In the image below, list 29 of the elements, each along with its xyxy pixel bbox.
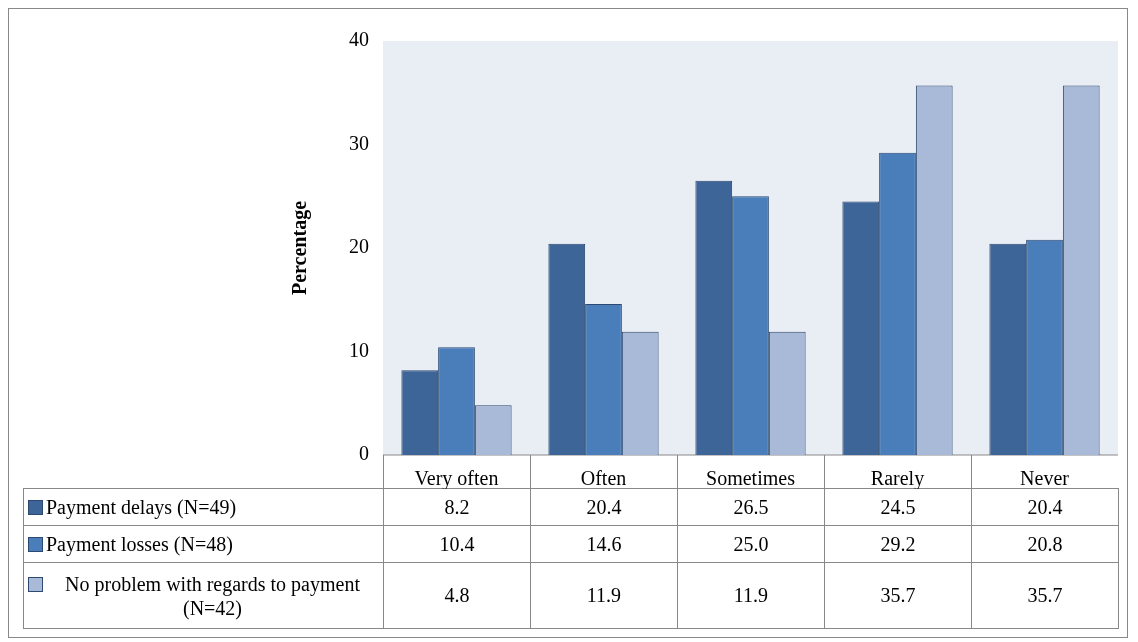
data-label: 29.2: [824, 525, 972, 563]
legend-label: Payment delays (N=49): [46, 495, 237, 519]
x-tick-label: Sometimes: [706, 467, 796, 490]
data-label: 24.5: [824, 488, 972, 526]
data-label: 14.6: [530, 525, 678, 563]
x-tick-label: Very often: [414, 467, 499, 491]
data-label: 20.4: [971, 488, 1119, 526]
legend-label: No problem with regards to payment (N=42): [64, 571, 361, 620]
data-label: 25.0: [677, 525, 825, 563]
data-label: 10.4: [383, 525, 531, 563]
x-tick-label: Often: [580, 467, 627, 490]
y-tick-label: 20: [349, 235, 369, 258]
y-tick-label: 30: [349, 131, 369, 154]
x-tick-label: Rarely: [870, 467, 925, 491]
legend-label: Payment losses (N=48): [46, 532, 233, 556]
data-label: 20.4: [530, 488, 678, 526]
y-tick-label: 40: [349, 28, 369, 51]
y-tick-label: 10: [349, 338, 369, 361]
y-tick-label: 0: [359, 442, 369, 465]
data-label: 11.9: [677, 562, 825, 629]
data-label: 26.5: [677, 488, 825, 526]
data-label: 8.2: [383, 488, 531, 526]
data-label: 20.8: [971, 525, 1119, 563]
data-label: 35.7: [971, 562, 1119, 629]
data-label: 35.7: [824, 562, 972, 629]
y-axis-title: Percentage: [288, 200, 312, 296]
data-label: 4.8: [383, 562, 531, 629]
x-tick-label: Never: [1020, 467, 1070, 490]
data-label: 11.9: [530, 562, 678, 629]
